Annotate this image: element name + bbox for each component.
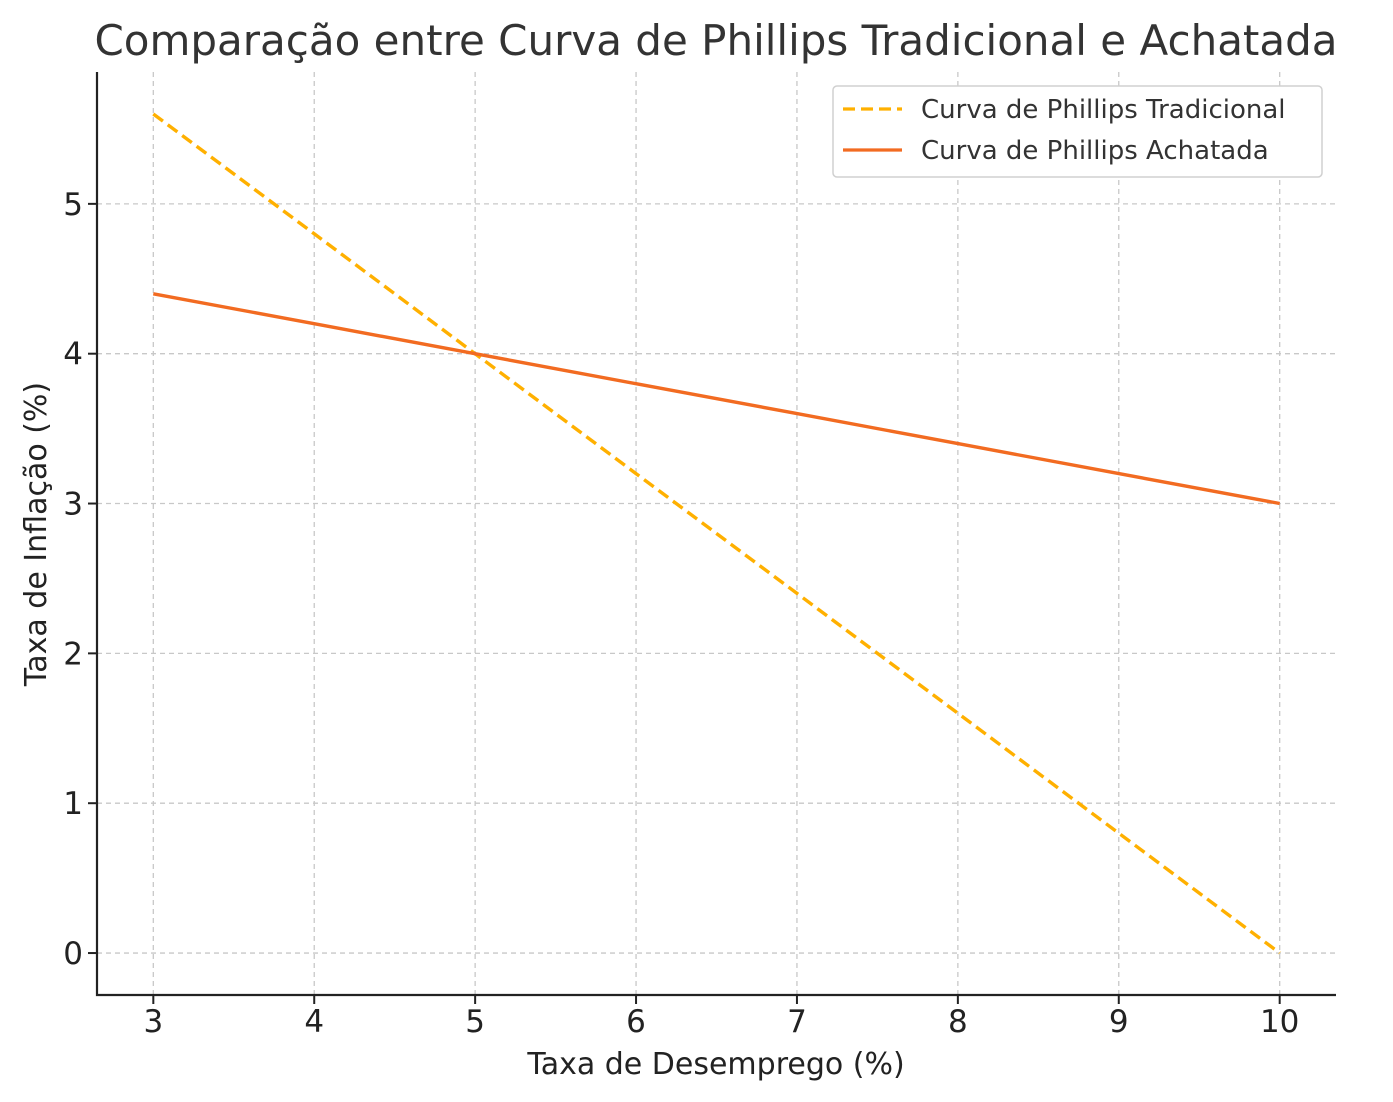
series-line-traditional (152, 112, 1281, 955)
x-tick-label: 8 (948, 1004, 968, 1040)
grid (97, 72, 1336, 995)
y-tick-label: 5 (63, 187, 83, 223)
plot-area (152, 112, 1281, 955)
x-tick-label: 4 (304, 1004, 324, 1040)
axes (95, 72, 1336, 997)
legend: Curva de Phillips Tradicional Curva de P… (832, 85, 1323, 178)
x-tick-label: 5 (465, 1004, 485, 1040)
y-tick-label: 0 (63, 936, 83, 972)
x-tick-label: 9 (1109, 1004, 1129, 1040)
legend-label-flattened: Curva de Phillips Achatada (921, 136, 1269, 166)
legend-label-traditional: Curva de Phillips Tradicional (921, 95, 1286, 125)
x-tick-label: 3 (143, 1004, 163, 1040)
x-tick-label: 6 (626, 1004, 646, 1040)
y-axis-label: Taxa de Inflação (%) (19, 382, 54, 687)
x-tick-label: 7 (787, 1004, 807, 1040)
y-tick-label: 1 (63, 786, 83, 822)
y-tick-label: 3 (63, 487, 83, 523)
legend-frame (832, 85, 1323, 178)
ticks: 3 4 5 6 7 8 9 10 0 1 2 3 4 5 (63, 187, 1299, 1040)
x-tick-label: 10 (1260, 1004, 1299, 1040)
y-tick-label: 4 (63, 337, 83, 373)
axes-spines (95, 72, 1336, 997)
chart-title: Comparação entre Curva de Phillips Tradi… (94, 16, 1337, 65)
x-axis-label: Taxa de Desemprego (%) (526, 1047, 904, 1082)
y-tick-label: 2 (63, 636, 83, 672)
series-line-flattened (152, 292, 1281, 506)
